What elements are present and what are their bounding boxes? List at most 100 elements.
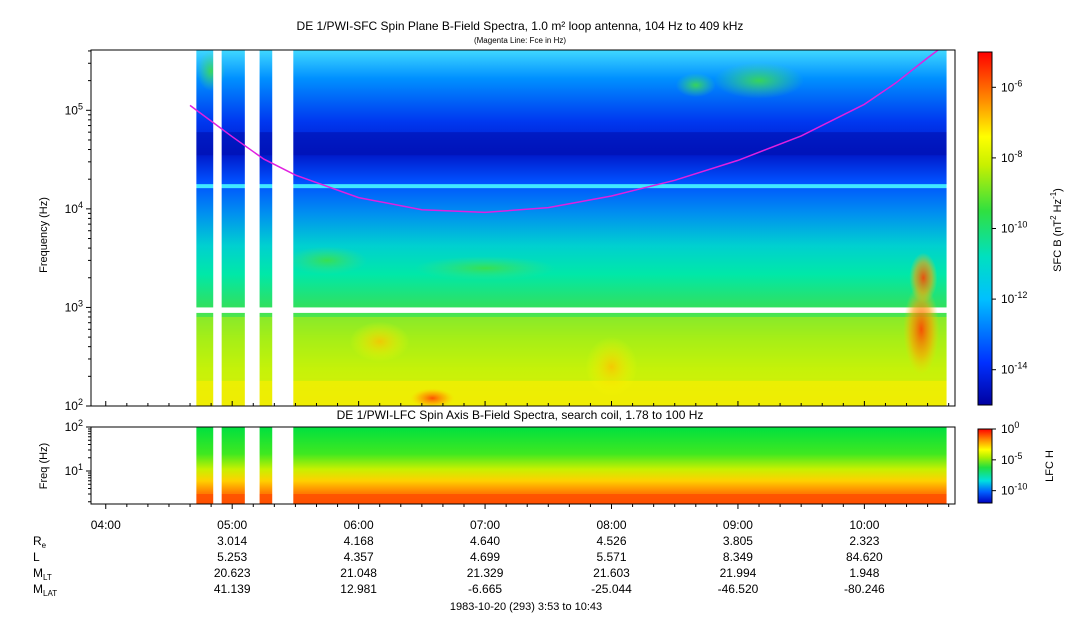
top-colorbar-tick-label-exp: -8 — [1014, 149, 1022, 159]
top-activity-blob — [349, 321, 410, 362]
ephemeris-value: 4.526 — [596, 534, 626, 548]
top-data-gap — [946, 50, 955, 406]
ephemeris-label-sub: LT — [43, 573, 52, 582]
x-tick-label: 10:00 — [849, 518, 879, 532]
bottom-y-axis-label: Freq (Hz) — [38, 443, 50, 489]
ephemeris-value: -46.520 — [718, 582, 759, 596]
top-colorbar-tick-label-base: 10 — [1001, 151, 1015, 165]
top-colorbar-tick-label-base: 10 — [1001, 222, 1015, 236]
ephemeris-label-sub: LAT — [43, 589, 57, 598]
top-activity-blob — [903, 284, 940, 375]
ephemeris-value: 21.603 — [593, 566, 630, 580]
top-y-tick-label-base: 10 — [65, 300, 79, 314]
ephemeris-value: 8.349 — [723, 550, 753, 564]
bottom-panel-title: DE 1/PWI-LFC Spin Axis B-Field Spectra, … — [337, 408, 704, 422]
top-y-axis-label: Frequency (Hz) — [38, 197, 50, 273]
bottom-data-gap — [946, 427, 955, 504]
top-colorbar-tick-label-base: 10 — [1001, 363, 1015, 377]
x-tick-label: 05:00 — [217, 518, 247, 532]
top-y-tick-label-exp: 4 — [78, 200, 83, 210]
bottom-colorbar-tick-label: 10-5 — [1001, 451, 1022, 467]
bottom-data-gap — [91, 427, 197, 504]
top-plot-frame — [90, 49, 956, 407]
top-low-band-yellow — [91, 380, 955, 406]
top-colorbar-tick-label: 10-14 — [1001, 361, 1027, 377]
top-y-tick-label: 105 — [65, 101, 83, 117]
bottom-data-gap — [244, 427, 260, 504]
ephemeris-value: 21.994 — [720, 566, 757, 580]
ephemeris-value: 12.981 — [340, 582, 377, 596]
ephemeris-row-label: MLAT — [33, 582, 57, 598]
x-tick-label: 06:00 — [344, 518, 374, 532]
ephemeris-value: 3.014 — [217, 534, 247, 548]
top-activity-blob — [287, 246, 368, 275]
ephemeris-label-main: M — [33, 566, 43, 580]
top-activity-blob — [415, 256, 556, 281]
bottom-y-tick-label-base: 10 — [65, 464, 79, 478]
x-tick-label: 08:00 — [596, 518, 626, 532]
bottom-colorbar — [977, 428, 993, 504]
top-freq-gap — [91, 307, 955, 313]
top-y-tick-label-exp: 3 — [78, 298, 83, 308]
top-y-tick-label-base: 10 — [65, 399, 79, 413]
bottom-spectrogram-data — [91, 427, 955, 504]
x-axis: 04:00 05:00 06:00 07:00 08:00 09:00 10:00 — [91, 401, 950, 532]
ephemeris-label-sub: e — [42, 541, 47, 550]
ephemeris-value: 20.623 — [214, 566, 251, 580]
x-axis-label: 1983-10-20 (293) 3:53 to 10:43 — [450, 601, 602, 613]
top-y-tick-label-base: 10 — [65, 202, 79, 216]
top-panel-title: DE 1/PWI-SFC Spin Plane B-Field Spectra,… — [297, 19, 744, 33]
bottom-data-gap — [213, 427, 222, 504]
bottom-y-tick-label-exp: 1 — [78, 462, 83, 472]
bottom-y-tick-label-base: 10 — [65, 420, 79, 434]
ephemeris-value: 5.571 — [596, 550, 626, 564]
x-tick-label: 09:00 — [723, 518, 753, 532]
bottom-colorbar-label: LFC H — [1044, 450, 1056, 482]
top-colorbar-tick-label: 10-10 — [1001, 220, 1027, 236]
bottom-y-tick-label: 101 — [65, 462, 83, 478]
ephemeris-value: 3.805 — [723, 534, 753, 548]
top-y-tick-label: 104 — [65, 200, 83, 216]
bottom-colorbar-tick-label-base: 10 — [1001, 453, 1015, 467]
bottom-colorbar-tick-label-exp: 0 — [1014, 420, 1019, 430]
bottom-colorbar-tick-label-base: 10 — [1001, 484, 1015, 498]
top-y-tick-label-exp: 2 — [78, 397, 83, 407]
bottom-colorbar-tick-label-exp: -10 — [1014, 482, 1027, 492]
top-panel-subtitle: (Magenta Line: Fce in Hz) — [474, 36, 566, 45]
bottom-data-gap — [272, 427, 294, 504]
ephemeris-row-label: Re — [33, 534, 47, 550]
top-activity-blob — [410, 388, 455, 406]
top-colorbar-tick-label-exp: -12 — [1014, 290, 1027, 300]
top-colorbar-tick-label-base: 10 — [1001, 292, 1015, 306]
x-tick-label: 07:00 — [470, 518, 500, 532]
top-colorbar-tick-label-exp: -14 — [1014, 361, 1027, 371]
ephemeris-value: -25.044 — [591, 582, 632, 596]
ephemeris-row-label: L — [33, 550, 40, 564]
top-activity-blob — [675, 73, 716, 98]
top-colorbar-tick-label-exp: -6 — [1014, 78, 1022, 88]
ephemeris-value: 4.168 — [344, 534, 374, 548]
bottom-colorbar-tick-label-exp: -5 — [1014, 451, 1022, 461]
bottom-colorbar-tick-label-base: 10 — [1001, 422, 1015, 436]
top-data-gap — [213, 50, 222, 406]
top-y-tick-label: 103 — [65, 298, 83, 314]
ephemeris-value: 21.048 — [340, 566, 377, 580]
ephemeris-label-main: M — [33, 582, 43, 596]
fce-line — [189, 50, 939, 214]
bottom-spectrum-background — [91, 427, 955, 504]
top-activity-blob — [714, 62, 805, 99]
top-colorbar-label: SFC B (nT2 Hz-1) — [1049, 188, 1064, 272]
ephemeris-value: 5.253 — [217, 550, 247, 564]
ephemeris-row-label: MLT — [33, 566, 52, 582]
top-cyan-line — [91, 184, 955, 189]
x-tick-label: 04:00 — [91, 518, 121, 532]
top-spectrogram-data — [91, 50, 955, 406]
top-colorbar-tick-label-base: 10 — [1001, 80, 1015, 94]
top-y-tick-label: 102 — [65, 397, 83, 413]
ephemeris-value: 4.357 — [344, 550, 374, 564]
